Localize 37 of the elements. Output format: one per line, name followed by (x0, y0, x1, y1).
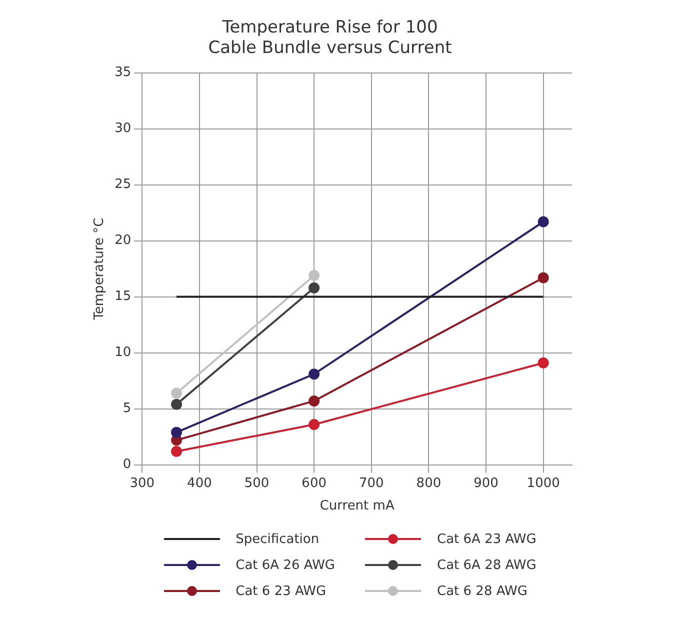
x-tick-label: 600 (302, 476, 326, 491)
y-tick-label: 0 (122, 457, 132, 472)
legend-label: Cat 6A 23 AWG (437, 532, 536, 546)
legend-label: Cat 6A 28 AWG (437, 558, 536, 572)
point (171, 388, 182, 399)
point (308, 418, 320, 430)
y-axis-title: Temperature °C (92, 218, 108, 321)
y-tick-label: 5 (122, 401, 132, 416)
y-tick-label: 35 (114, 65, 132, 80)
y-tick-label: 20 (114, 233, 132, 248)
x-tick-label: 1000 (526, 476, 560, 491)
point (171, 446, 182, 457)
point (308, 395, 320, 406)
point (171, 398, 182, 410)
point (538, 216, 549, 228)
point (308, 270, 320, 282)
x-tick-label: 500 (244, 476, 270, 491)
y-tick-label: 15 (114, 289, 132, 304)
legend-label: Specification (236, 532, 320, 546)
point (308, 368, 320, 380)
legend-label: Cat 6 23 AWG (236, 584, 326, 598)
x-axis-title: Current mA (320, 498, 394, 514)
point (308, 282, 320, 294)
legend-label: Cat 6 28 AWG (437, 584, 528, 598)
y-tick-label: 25 (114, 177, 132, 192)
x-tick-label: 800 (416, 476, 442, 491)
point (538, 357, 549, 368)
y-tick-label: 10 (114, 345, 132, 360)
x-tick-label: 700 (358, 476, 384, 491)
point (538, 272, 549, 284)
x-tick-label: 300 (130, 476, 155, 491)
y-tick-label: 30 (114, 121, 132, 136)
chart-title: Temperature Rise for 100 Cable Bundle versus Current (208, 18, 452, 58)
legend-label: Cat 6A 26 AWG (236, 558, 335, 572)
point (171, 426, 182, 438)
x-tick-label: 400 (187, 476, 212, 491)
x-tick-label: 900 (474, 476, 498, 491)
